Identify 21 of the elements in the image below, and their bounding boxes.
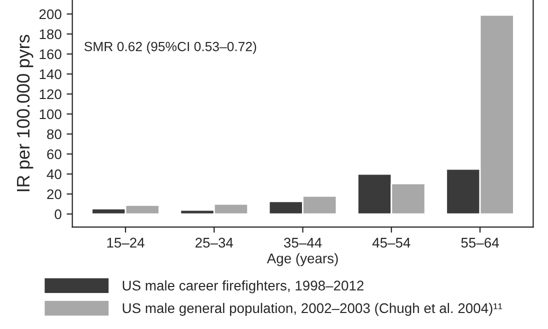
y-tick-label: 80 [47,129,62,140]
x-tick-label: 35–44 [284,238,322,248]
y-tick-label: 180 [40,29,62,40]
x-tick-label: 25–34 [196,238,234,248]
y-tick-label: 200 [39,9,62,20]
legend-label: US male career firefighters, 1998–2012 [122,280,364,294]
annotation: SMR 0.62 (95%CI 0.53–0.72) [84,42,256,54]
legend-label: US male general population, 2002–2003 (Chugh et al. 2004)¹¹ [122,302,502,316]
y-tick-label: 140 [40,69,62,80]
y-tick-label: 160 [40,49,62,60]
x-tick-label: 45–54 [372,238,410,248]
y-tick-label: 100 [40,109,62,120]
y-tick-label: 20 [47,189,62,200]
x-axis-title: Age (years) [266,253,338,266]
y-tick-label: 60 [47,149,62,160]
x-tick-label: 15–24 [107,238,144,248]
y-tick-label: 120 [40,89,62,100]
x-tick-label: 55–64 [461,238,499,248]
y-tick-label: 40 [46,169,62,180]
y-axis-title: IR per 100.000 pyrs [16,34,34,192]
y-tick-label: 0 [54,209,62,220]
